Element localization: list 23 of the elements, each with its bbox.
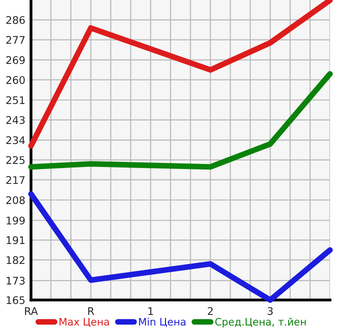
y-tick-label: 217 bbox=[6, 176, 25, 184]
legend-label: Сред.Цена, т.йен bbox=[215, 318, 306, 328]
y-tick-label: 269 bbox=[6, 56, 25, 64]
y-tick-label: 277 bbox=[6, 36, 25, 44]
y-tick-label: 260 bbox=[6, 76, 25, 84]
x-tick-label: 1 bbox=[148, 307, 153, 315]
y-tick-label: 234 bbox=[6, 136, 25, 144]
y-tick-label: 199 bbox=[6, 216, 25, 224]
y-tick-label: 208 bbox=[6, 196, 25, 204]
y-tick-label: 182 bbox=[6, 256, 24, 264]
y-tick-label: 286 bbox=[6, 16, 25, 24]
x-tick-label: 2 bbox=[208, 307, 213, 315]
y-tick-label: 191 bbox=[6, 236, 24, 244]
x-tick-label: R bbox=[88, 307, 94, 315]
y-tick-label: 251 bbox=[6, 96, 24, 104]
legend-label: Max Цена bbox=[60, 318, 109, 328]
legend-label: Min Цена bbox=[139, 318, 186, 328]
y-tick-label: 173 bbox=[6, 276, 25, 285]
x-tick-label: 3 bbox=[268, 307, 273, 316]
x-tick-label: RA bbox=[25, 307, 38, 315]
y-tick-label: 243 bbox=[6, 116, 25, 124]
y-tick-label: 165 bbox=[6, 296, 25, 304]
y-tick-label: 225 bbox=[6, 156, 25, 164]
